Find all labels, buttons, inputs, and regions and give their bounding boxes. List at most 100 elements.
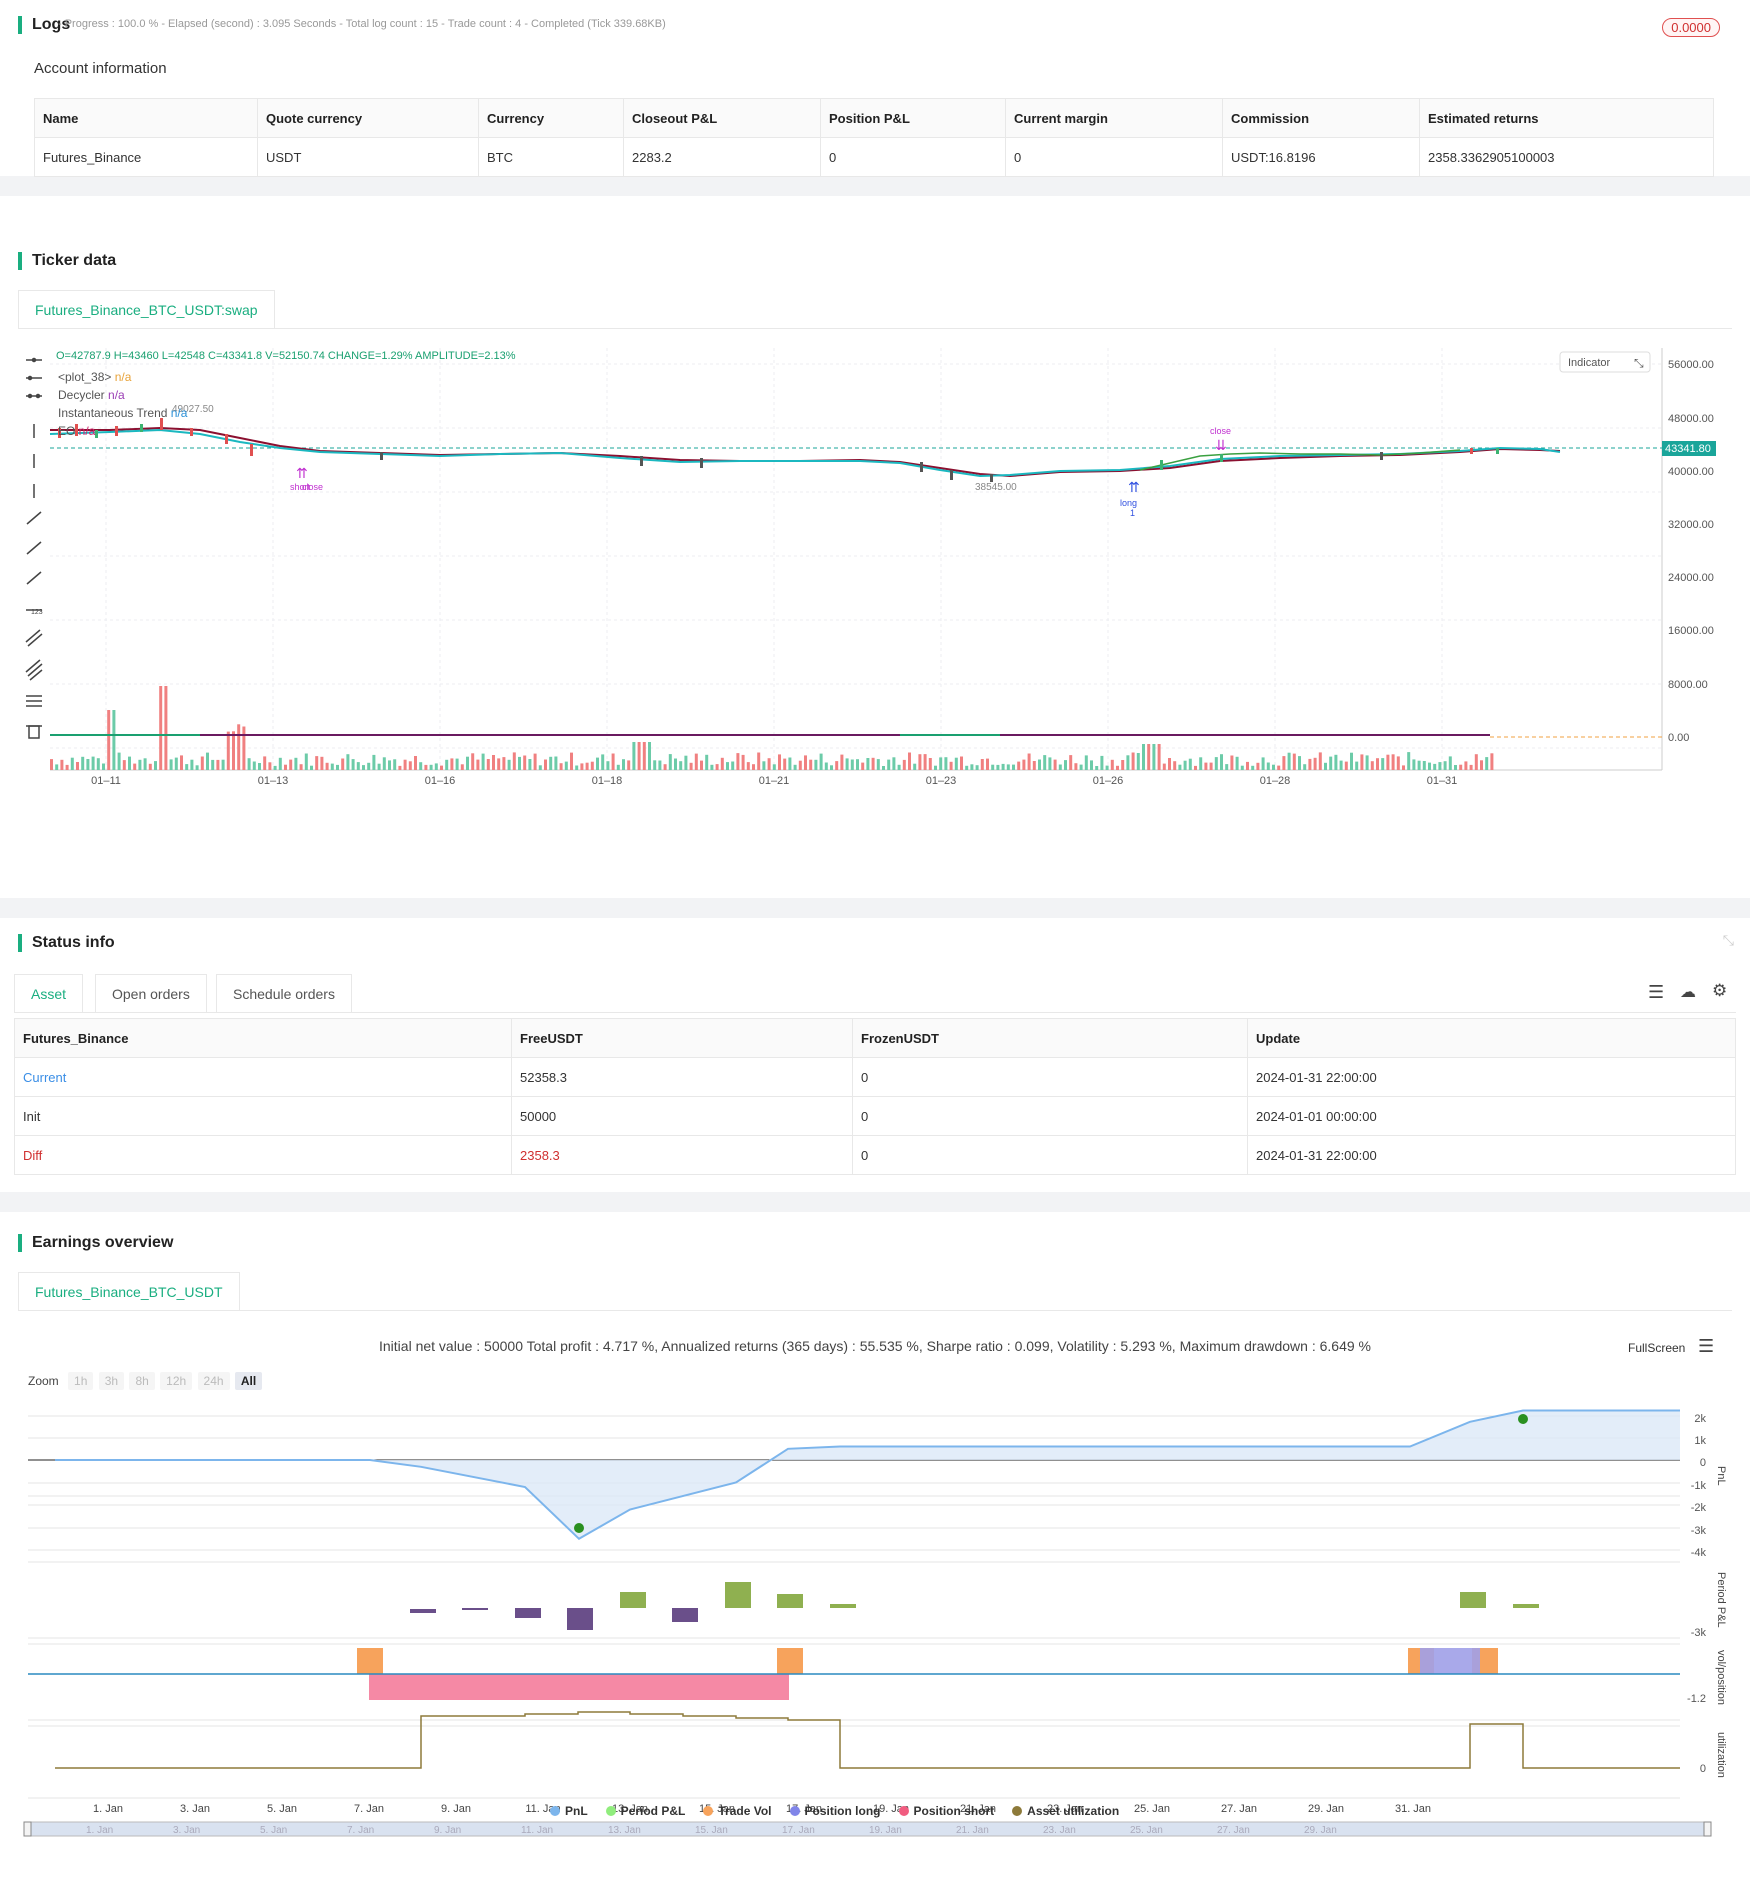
ray-line-tool-icon[interactable] (26, 541, 42, 555)
collapse-icon[interactable]: ⤡ (1722, 932, 1734, 948)
pnl-axis: 2k 1k 0 -1k -2k -3k -4k (1691, 1413, 1707, 1559)
legend-item[interactable]: Trade Vol (703, 1804, 772, 1818)
candle (1496, 448, 1499, 454)
horizontal-ray-tool-icon[interactable] (26, 375, 42, 381)
volume-bar (1391, 754, 1395, 770)
zoom-all[interactable]: All (234, 1372, 263, 1390)
cloud-icon[interactable]: ☁ (1680, 984, 1696, 1001)
time-tick: 01–18 (592, 775, 623, 787)
pnl-tick: -1k (1691, 1480, 1707, 1492)
volume-bar (200, 756, 204, 770)
list-icon[interactable]: ☰ (1648, 982, 1665, 1002)
legend-item[interactable]: Position short (898, 1804, 994, 1818)
volume-bar (450, 758, 454, 770)
volume-bar (1105, 765, 1109, 770)
volume-bar (1350, 752, 1353, 770)
volume-bar (434, 763, 438, 770)
candlestick-chart[interactable]: 123 56000.00 48000.00 40000.00 (0, 338, 1750, 898)
volume-bar (419, 762, 423, 770)
trend-line-tool-icon[interactable] (26, 511, 42, 525)
volume-bar (580, 763, 584, 770)
volume-bar (918, 754, 922, 770)
tab-ticker-symbol[interactable]: Futures_Binance_BTC_USDT:swap (18, 290, 275, 329)
tab-earnings-symbol[interactable]: Futures_Binance_BTC_USDT (18, 1272, 240, 1311)
legend-item[interactable]: Period P&L (605, 1804, 685, 1818)
legend-item[interactable]: <plot_38> n/a (58, 368, 187, 386)
legend-item-value: n/a (170, 406, 188, 420)
candle (75, 424, 78, 436)
tab-schedule-orders[interactable]: Schedule orders (216, 974, 352, 1013)
chart-legend: <plot_38> n/a Decycler n/a Instantaneous T… (58, 368, 187, 440)
volume-bar (185, 764, 189, 770)
menu-icon[interactable]: ☰ (1698, 1336, 1715, 1356)
volume-bar (1152, 744, 1156, 770)
volume-bar (564, 761, 568, 770)
parallel-channel-tool-icon[interactable] (25, 629, 43, 647)
navigator-time-tick: 29. Jan (1304, 1825, 1337, 1836)
fib-retracement-tool-icon[interactable] (26, 695, 42, 707)
volume-bar (55, 764, 59, 770)
decycler-line (50, 426, 1561, 478)
volume-bar (824, 762, 828, 770)
volume-bar (694, 753, 698, 770)
volume-bar (819, 753, 823, 770)
earnings-chart[interactable]: 2k 1k 0 -1k -2k -3k -4k PnL Period P&L v… (0, 1402, 1750, 1882)
volume-bar (845, 758, 849, 770)
cell: BTC (478, 137, 624, 177)
price-tick: 40000.00 (1668, 466, 1714, 478)
indicator-button[interactable] (1559, 351, 1651, 373)
volume-bar (767, 758, 771, 770)
volume-bar (1433, 763, 1437, 770)
volume-bar (544, 759, 547, 770)
legend-item[interactable]: Position long (789, 1804, 881, 1818)
volume-bar (211, 759, 215, 770)
expand-icon[interactable]: ⤡ (1634, 356, 1644, 370)
legend-item[interactable]: PnL (550, 1804, 588, 1818)
volume-bar (731, 761, 735, 770)
zoom-1h[interactable]: 1h (68, 1372, 94, 1390)
zoom-12h[interactable]: 12h (160, 1372, 193, 1390)
horizontal-line-tool-icon[interactable] (26, 357, 42, 363)
volume-bar (107, 710, 111, 770)
legend-item[interactable]: Decycler n/a (58, 386, 187, 404)
extended-line-tool-icon[interactable] (26, 571, 42, 585)
volume-bar (991, 764, 995, 770)
signal-long-qty: 1 (1130, 508, 1135, 518)
volume-bar (393, 759, 397, 770)
tab-asset[interactable]: Asset (14, 974, 84, 1013)
legend-item[interactable]: Asset utilization (1012, 1804, 1119, 1818)
fib-channel-tool-icon[interactable] (25, 659, 43, 681)
zoom-3h[interactable]: 3h (98, 1372, 125, 1390)
tab-open-orders[interactable]: Open orders (95, 974, 207, 1013)
volume-bar (429, 764, 433, 770)
volume-bar (668, 754, 672, 770)
signal-long-label: long (1120, 498, 1137, 508)
navigator-left-handle[interactable] (23, 1821, 32, 1837)
zoom-label: Zoom (28, 1374, 59, 1388)
candle (225, 434, 228, 444)
volume-bar (1407, 752, 1411, 770)
legend-item[interactable]: EO n/a (58, 422, 187, 440)
volume-bar (559, 763, 563, 770)
volume-bar (538, 765, 542, 770)
horizontal-segment-tool-icon[interactable] (26, 393, 42, 399)
navigator-right-handle[interactable] (1703, 1821, 1712, 1837)
earnings-time-tick: 31. Jan (1395, 1803, 1431, 1815)
logs-title-text: Logs (32, 16, 71, 33)
volume-bar (1022, 759, 1026, 770)
table-row: Current 52358.3 0 2024-01-31 22:00:00 (14, 1057, 1736, 1097)
legend-item[interactable]: Instantaneous Trend n/a (58, 404, 187, 422)
volume-bar (1318, 752, 1322, 770)
zoom-8h[interactable]: 8h (129, 1372, 155, 1390)
volume-bar (1474, 754, 1478, 770)
candle (140, 424, 143, 432)
trash-icon[interactable] (26, 725, 42, 739)
volume-bar (902, 759, 906, 770)
fullscreen-button[interactable]: FullScreen (1628, 1341, 1686, 1355)
earnings-time-axis: 1. Jan 3. Jan 5. Jan 7. Jan 9. Jan 11. Jan 13.… (93, 1803, 1431, 1815)
volume-bar (466, 756, 469, 770)
gear-icon[interactable]: ⚙ (1712, 981, 1728, 1000)
volume-bar (143, 758, 147, 770)
zoom-24h[interactable]: 24h (197, 1372, 230, 1390)
volume-bar (492, 755, 495, 770)
